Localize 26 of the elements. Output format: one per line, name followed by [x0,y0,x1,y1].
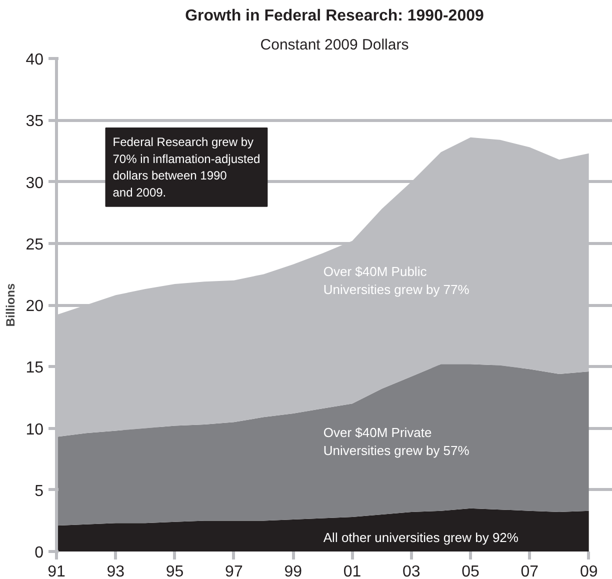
annotation: All other universities grew by 92% [323,530,519,546]
x-tick-label: 95 [166,564,184,579]
y-tick-label: 40 [26,52,44,68]
x-tick-label: 97 [225,564,243,579]
x-tick-label: 91 [48,564,66,579]
y-tick-label: 30 [26,174,44,192]
y-tick-label: 25 [26,236,44,254]
x-tick-label: 99 [284,564,302,579]
x-tick-label: 93 [106,564,125,579]
chart-subtitle: Constant 2009 Dollars [260,36,409,54]
annotation: Federal Research grew by 70% in inflamation-adjusted dollars between 1990 and 2009. [112,135,260,200]
y-axis-title: Billions [4,283,18,327]
x-tick-label: 03 [402,564,420,579]
y-tick-label: 35 [26,113,44,130]
chart-title: Growth in Federal Research: 1990-2009 [185,8,484,24]
y-tick-label: 20 [26,298,44,315]
x-tick-label: 07 [520,564,539,579]
x-tick-label: 01 [343,564,362,579]
x-tick-label: 05 [462,564,480,579]
y-tick-label: 5 [34,482,44,500]
y-tick-label: 10 [26,421,44,438]
annotation: Over $40M Public Universities grew by 77% [323,264,470,298]
x-tick-label: 09 [580,564,598,579]
y-tick-label: 0 [34,544,44,562]
annotation: Over $40M Private Universities grew by 57% [323,424,470,458]
y-tick-label: 15 [26,360,44,377]
